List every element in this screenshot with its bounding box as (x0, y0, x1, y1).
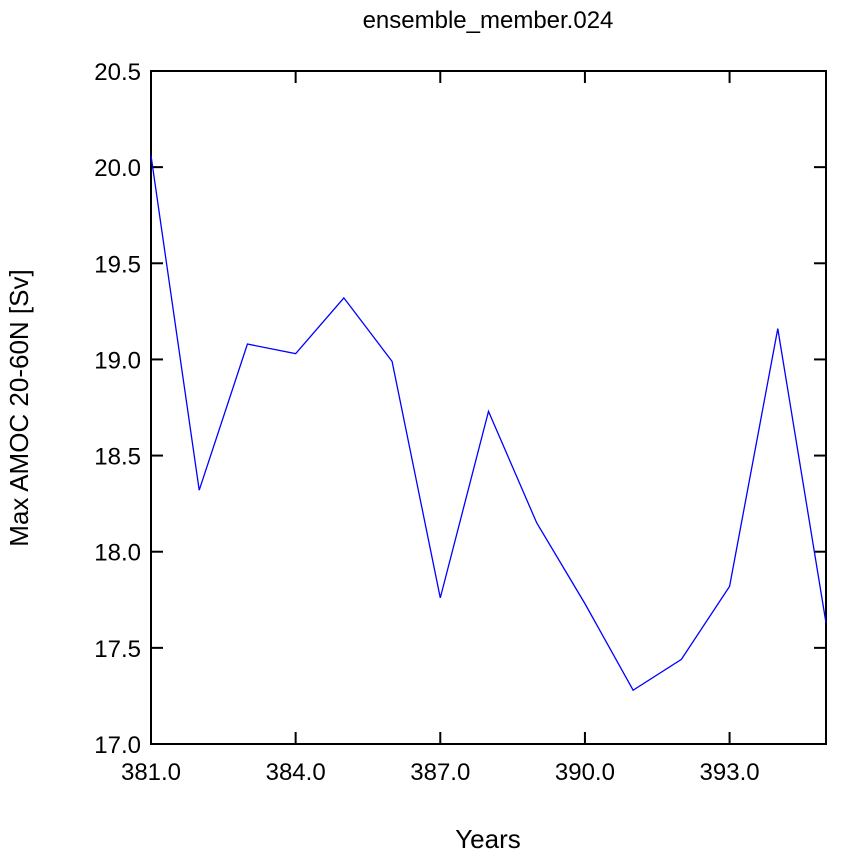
y-tick-label: 17.5 (94, 636, 141, 663)
y-tick-label: 20.5 (94, 59, 141, 86)
chart-title: ensemble_member.024 (363, 7, 614, 34)
y-tick-label: 19.0 (94, 347, 141, 374)
x-axis-label: Years (455, 824, 521, 854)
y-tick-label: 19.5 (94, 251, 141, 278)
x-tick-label: 390.0 (555, 759, 615, 786)
x-tick-label: 381.0 (121, 759, 181, 786)
plot-frame (150, 70, 827, 745)
y-tick-label: 20.0 (94, 155, 141, 182)
x-tick-label: 387.0 (410, 759, 470, 786)
y-tick-label: 18.0 (94, 540, 141, 567)
y-axis-label: Max AMOC 20-60N [Sv] (4, 269, 34, 546)
x-tick-label: 393.0 (700, 759, 760, 786)
x-tick-label: 384.0 (266, 759, 326, 786)
y-tick-label: 18.5 (94, 444, 141, 471)
y-tick-label: 17.0 (94, 732, 141, 759)
line (150, 155, 827, 692)
